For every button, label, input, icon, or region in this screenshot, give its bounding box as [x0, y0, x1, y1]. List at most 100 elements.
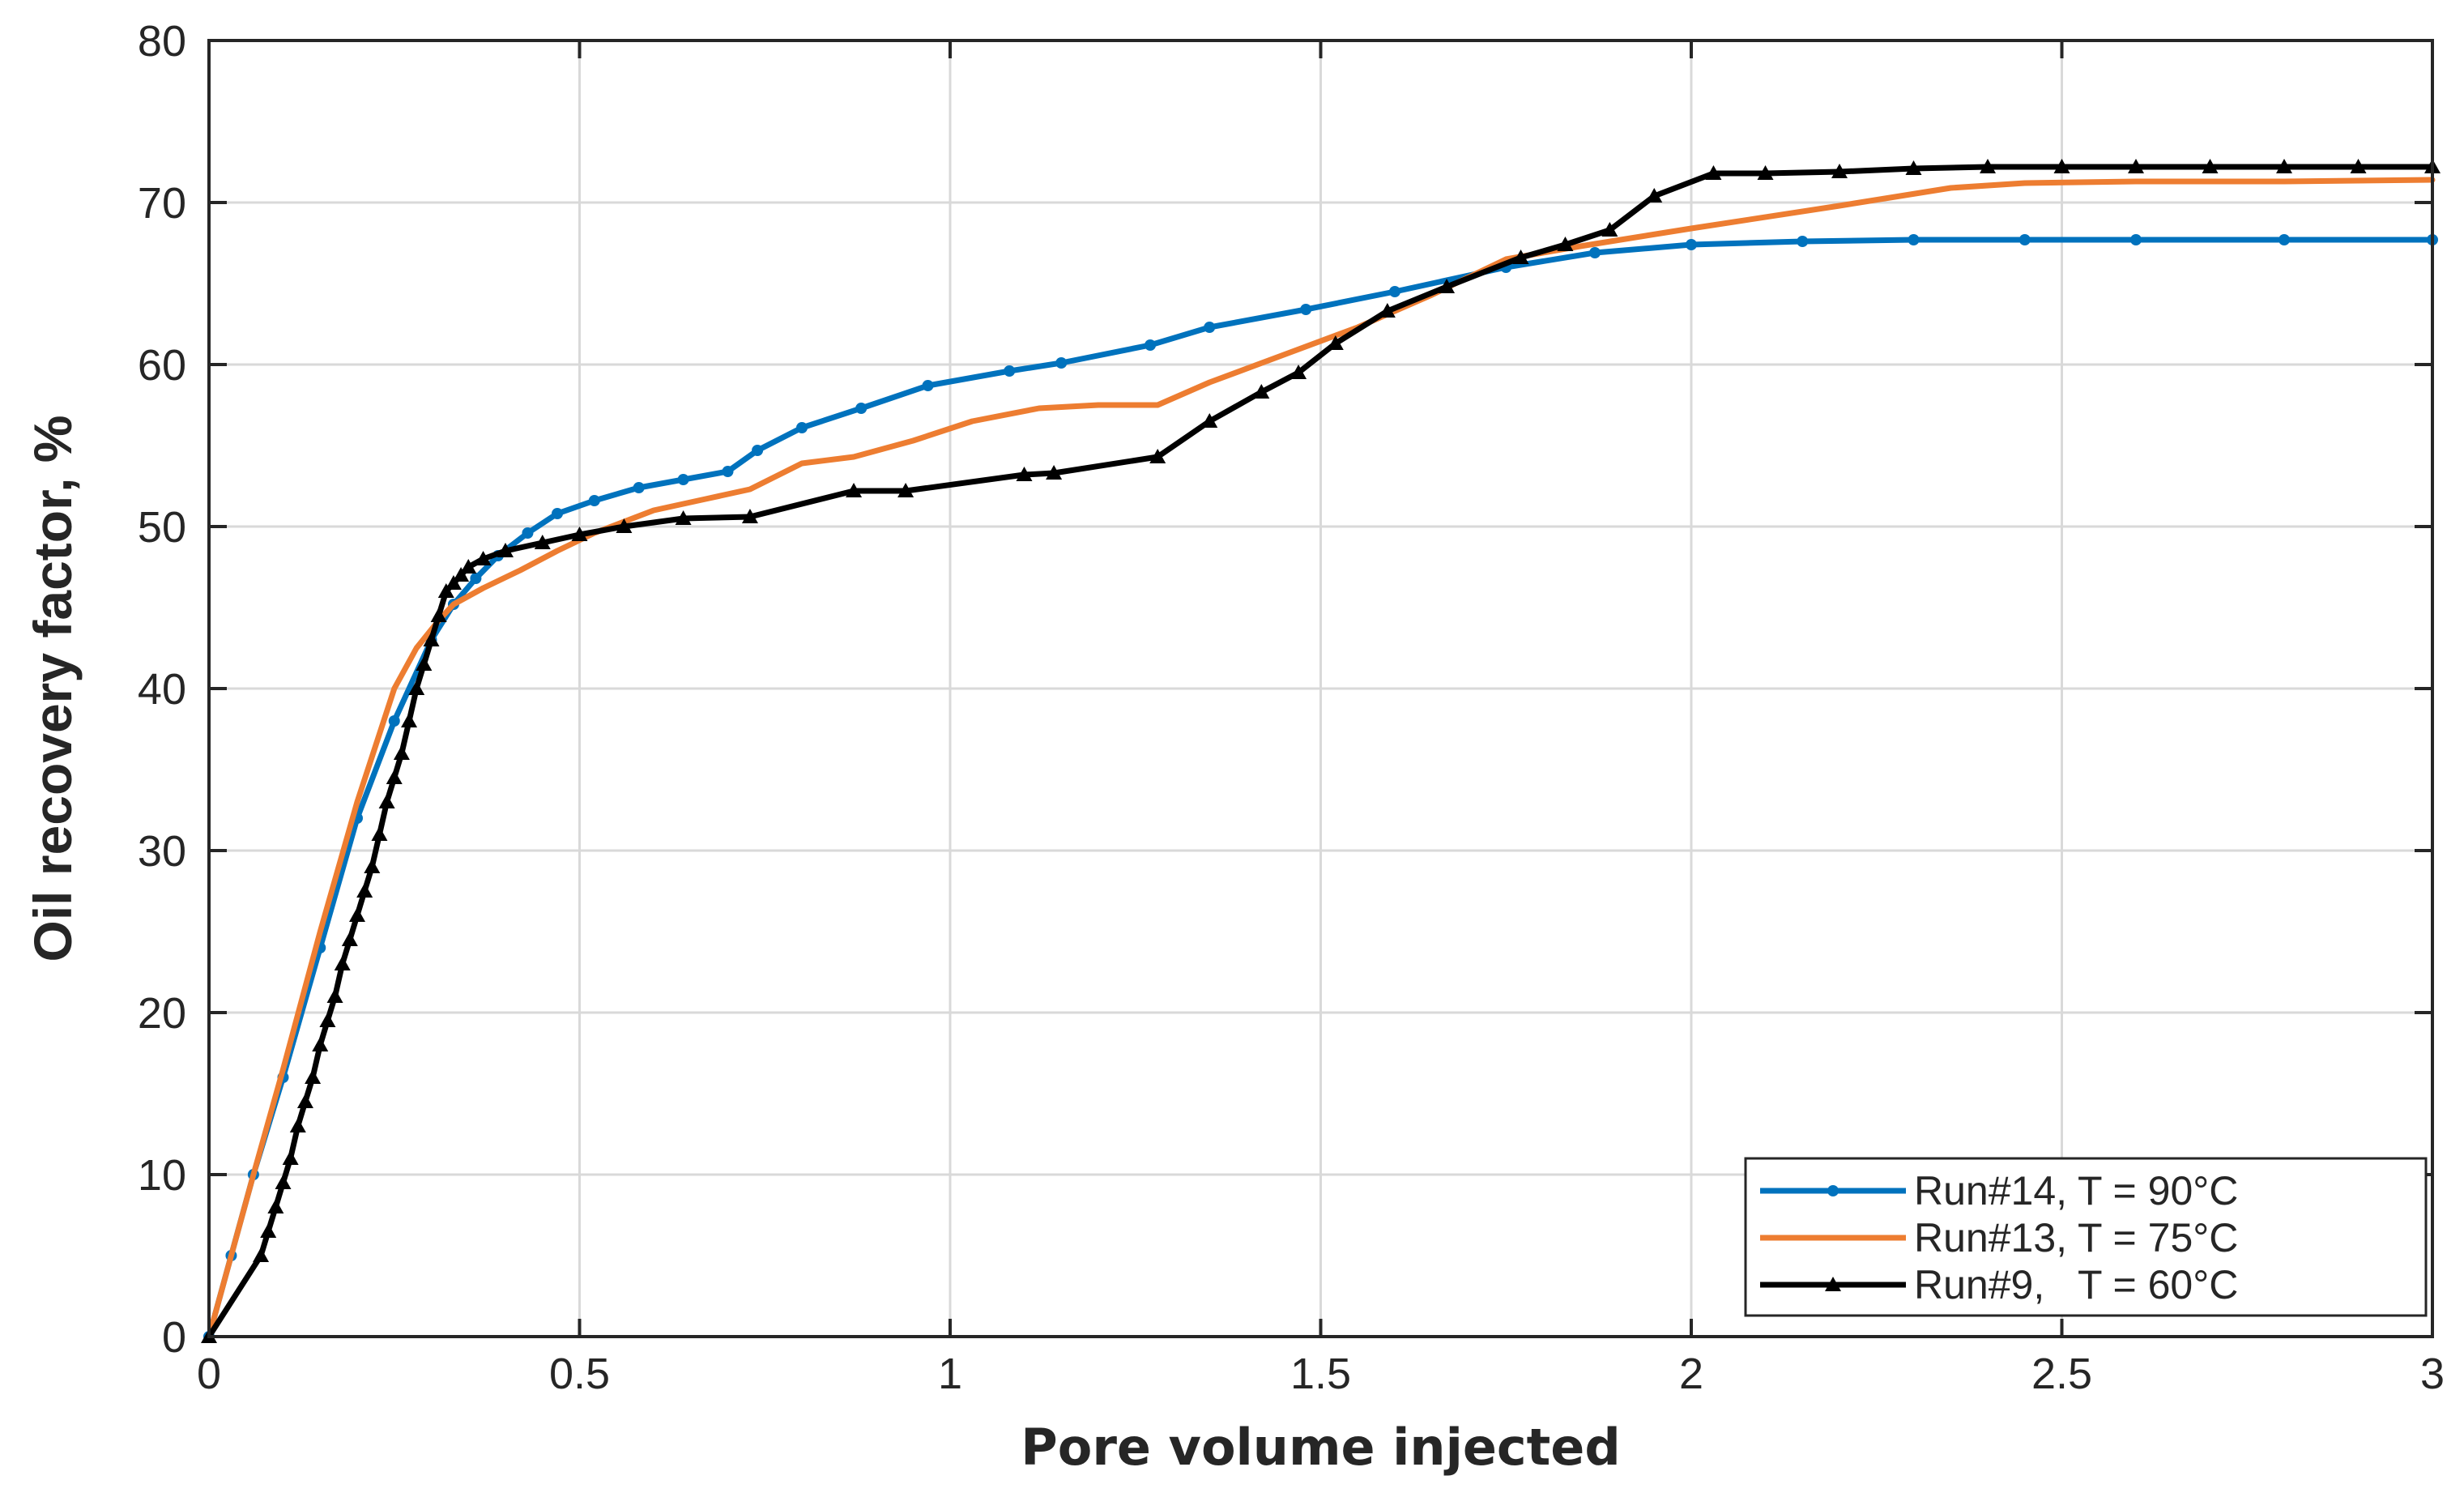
data-point: [319, 1013, 336, 1027]
legend-marker: [1825, 1277, 1841, 1291]
data-point: [897, 483, 914, 497]
y-tick-label: 60: [138, 341, 186, 390]
data-point: [460, 559, 477, 574]
y-tick-label: 50: [138, 503, 186, 552]
series-line: [206, 237, 2436, 1340]
data-point: [1004, 365, 1016, 377]
data-point: [522, 527, 534, 539]
y-tick-label: 20: [138, 989, 186, 1038]
tick-marks: [207, 39, 2434, 1338]
x-axis-title: Pore volume injected: [1021, 1418, 1620, 1477]
series-line: [206, 177, 2436, 1340]
x-tick-label: 3: [2420, 1350, 2445, 1398]
data-point: [1557, 237, 1574, 251]
data-point: [349, 907, 365, 922]
data-point: [2128, 159, 2144, 173]
data-point: [1253, 384, 1270, 399]
y-tick-label: 30: [138, 827, 186, 876]
data-point: [2202, 159, 2219, 173]
data-point: [534, 535, 551, 549]
data-point: [253, 1248, 270, 1262]
x-tick-labels: 0 0.5 1 1.5 2 2.5 3: [197, 1350, 2445, 1398]
data-point: [1290, 365, 1307, 379]
data-point: [1589, 247, 1601, 258]
x-tick-label: 2: [1679, 1350, 1703, 1398]
data-point: [1389, 286, 1400, 297]
data-point: [1145, 339, 1157, 351]
data-point: [1686, 239, 1697, 250]
data-point: [1300, 304, 1312, 315]
data-point: [2053, 159, 2070, 173]
data-point: [445, 575, 462, 590]
data-point: [633, 482, 645, 493]
legend-box: [1744, 1157, 2428, 1317]
data-point: [616, 518, 633, 533]
data-point: [475, 551, 492, 565]
data-point: [260, 1223, 277, 1238]
data-point: [1046, 465, 1063, 480]
data-point: [922, 380, 934, 391]
data-point: [2279, 234, 2290, 245]
legend-item: Run#14, T = 90°C: [1760, 1168, 2238, 1213]
y-tick-labels: 0 10 20 30 40 50 60 70 80: [138, 17, 186, 1362]
data-point: [430, 608, 447, 622]
data-point: [1149, 449, 1166, 463]
data-point: [305, 1069, 322, 1084]
data-point: [1055, 357, 1068, 369]
data-point: [2019, 234, 2031, 245]
data-point: [1705, 165, 1722, 180]
x-tick-label: 1: [938, 1350, 962, 1398]
data-point: [1204, 322, 1216, 333]
data-point: [1201, 413, 1218, 428]
data-point: [453, 567, 470, 582]
legend-item: Run#13, T = 75°C: [1760, 1215, 2238, 1260]
data-point: [2276, 159, 2292, 173]
data-point: [2350, 159, 2367, 173]
data-point: [341, 932, 358, 946]
data-point: [275, 1175, 292, 1189]
data-point: [1016, 467, 1033, 481]
data-point: [1327, 335, 1344, 350]
data-point: [1908, 234, 1920, 245]
data-point: [1646, 188, 1663, 203]
x-tick-label: 1.5: [1290, 1350, 1351, 1398]
legend-marker: [1827, 1185, 1839, 1196]
data-point: [741, 509, 758, 523]
series-2: [206, 177, 2436, 1340]
data-point: [752, 445, 764, 456]
data-point: [416, 656, 433, 671]
data-point: [1757, 165, 1774, 180]
data-point: [571, 527, 588, 541]
x-tick-label: 0.5: [549, 1350, 610, 1398]
data-point: [855, 403, 868, 414]
data-point: [497, 543, 514, 557]
y-tick-label: 70: [138, 179, 186, 228]
data-point: [677, 474, 689, 485]
data-point: [378, 794, 395, 808]
data-point: [1905, 160, 1922, 175]
data-point: [1379, 303, 1396, 318]
data-point: [675, 510, 692, 525]
y-tick-label: 80: [138, 17, 186, 66]
legend-label: Run#14, T = 90°C: [1914, 1168, 2238, 1213]
legend-item: Run#9, T = 60°C: [1760, 1262, 2238, 1307]
data-point: [722, 466, 734, 477]
data-point: [1980, 159, 1996, 173]
data-point: [2130, 234, 2142, 245]
data-point: [388, 715, 400, 727]
data-point: [846, 483, 863, 497]
legend-label: Run#9, T = 60°C: [1914, 1262, 2238, 1307]
x-tick-label: 0: [197, 1350, 221, 1398]
data-point: [1439, 279, 1456, 293]
data-point: [356, 883, 373, 898]
data-point: [588, 495, 600, 506]
x-tick-label: 2.5: [2031, 1350, 2092, 1398]
data-point: [470, 573, 482, 584]
series-3: [201, 159, 2441, 1343]
data-point: [423, 632, 440, 646]
y-axis-title: Oil recovery factor, %: [23, 416, 83, 962]
data-point: [312, 1037, 329, 1051]
data-point: [1512, 250, 1529, 264]
